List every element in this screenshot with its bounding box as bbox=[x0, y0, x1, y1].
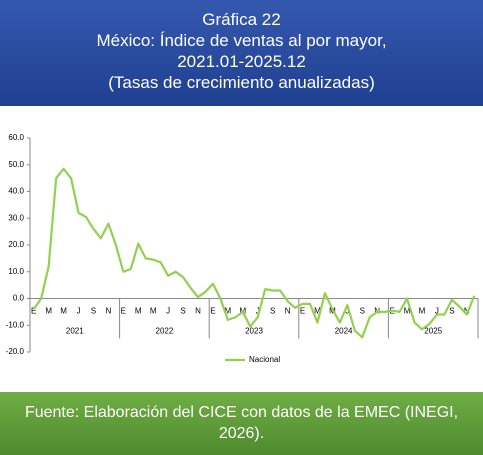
x-tick-label: E bbox=[31, 307, 36, 316]
title-line: Gráfica 22 bbox=[202, 10, 281, 29]
chart: 60.050.040.030.020.010.00.0-10.0-20.0E M M… bbox=[6, 133, 479, 364]
x-tick-label: M bbox=[60, 307, 67, 316]
x-tick-label: M bbox=[225, 307, 232, 316]
source: Fuente: Elaboración del CICE con datos d… bbox=[24, 404, 459, 442]
x-tick-label: S bbox=[449, 307, 454, 316]
title-line: 2021.01-2025.12 bbox=[177, 52, 306, 71]
group-label: 2023 bbox=[245, 327, 263, 336]
x-tick-label: J bbox=[166, 307, 170, 316]
x-tick-label: M bbox=[45, 307, 52, 316]
legend-label: Nacional bbox=[249, 355, 280, 364]
x-tick-label: S bbox=[360, 307, 365, 316]
x-tick-label: M bbox=[314, 307, 321, 316]
group-label: 2025 bbox=[424, 327, 442, 336]
x-tick-label: J bbox=[256, 307, 260, 316]
x-tick-label: E bbox=[210, 307, 215, 316]
x-tick-label: N bbox=[285, 307, 291, 316]
x-tick-label: J bbox=[77, 307, 81, 316]
y-tick-label: 50.0 bbox=[8, 160, 24, 169]
x-tick-label: N bbox=[195, 307, 201, 316]
x-tick-label: E bbox=[121, 307, 126, 316]
group-label: 2024 bbox=[335, 327, 353, 336]
y-tick-label: 10.0 bbox=[8, 267, 24, 276]
x-tick-label: J bbox=[435, 307, 439, 316]
x-tick-label: M bbox=[135, 307, 142, 316]
footer: Fuente: Elaboración del CICE con datos d… bbox=[0, 392, 483, 455]
x-tick-label: N bbox=[106, 307, 112, 316]
y-tick-label: 0.0 bbox=[13, 294, 25, 303]
y-tick-label: 40.0 bbox=[8, 187, 24, 196]
group-label: 2021 bbox=[66, 327, 84, 336]
x-tick-label: M bbox=[150, 307, 157, 316]
group-label: 2022 bbox=[156, 327, 174, 336]
line-series bbox=[32, 167, 476, 339]
title-line: México: Índice de ventas al por mayor, bbox=[96, 31, 387, 50]
y-tick-label: 20.0 bbox=[8, 240, 24, 249]
x-tick-label: E bbox=[300, 307, 305, 316]
x-tick-label: J bbox=[345, 307, 349, 316]
x-tick-label: M bbox=[419, 307, 426, 316]
y-tick-label: 30.0 bbox=[8, 213, 24, 222]
y-tick-label: -20.0 bbox=[6, 347, 25, 356]
x-tick-label: S bbox=[270, 307, 275, 316]
x-tick-label: S bbox=[91, 307, 96, 316]
title-line: (Tasas de crecimiento anualizadas) bbox=[108, 73, 375, 92]
x-tick-label: S bbox=[180, 307, 185, 316]
x-tick-label: M bbox=[404, 307, 411, 316]
x-tick-label: N bbox=[464, 307, 470, 316]
y-tick-label: 60.0 bbox=[8, 133, 24, 142]
header: Gráfica 22 México: Índice de ventas al p… bbox=[0, 0, 483, 106]
y-tick-label: -10.0 bbox=[6, 320, 25, 329]
